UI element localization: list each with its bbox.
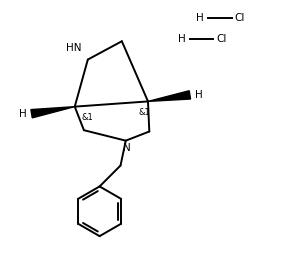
Text: HN: HN <box>66 43 81 53</box>
Text: H: H <box>195 90 203 100</box>
Text: H: H <box>19 109 26 119</box>
Polygon shape <box>31 107 75 118</box>
Text: Cl: Cl <box>216 34 226 44</box>
Text: &1: &1 <box>139 108 151 117</box>
Text: H: H <box>178 34 186 44</box>
Polygon shape <box>148 91 191 102</box>
Text: &1: &1 <box>81 113 93 122</box>
Text: Cl: Cl <box>234 13 245 23</box>
Text: H: H <box>197 13 204 23</box>
Text: N: N <box>123 143 131 153</box>
